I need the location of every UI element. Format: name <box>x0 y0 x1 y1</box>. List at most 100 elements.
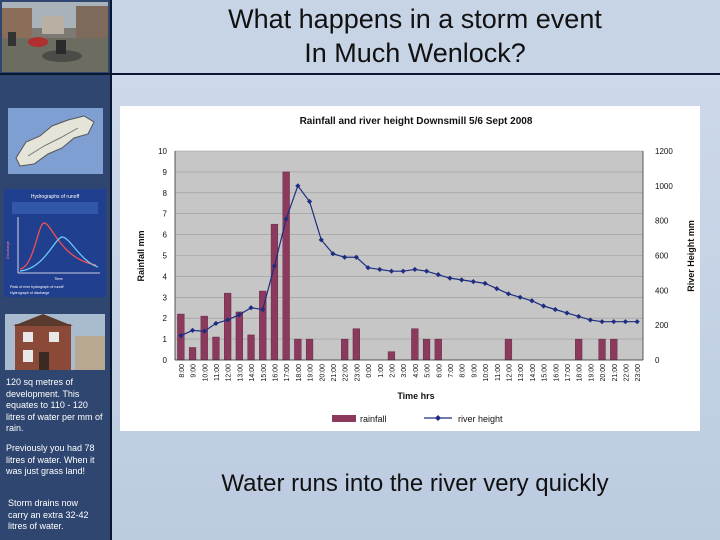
x-tick-label: 23:00 <box>635 364 642 382</box>
y-left-tick-label: 10 <box>158 147 167 156</box>
hydrograph-label-a: Peak of river hydrograph of runoff <box>10 285 63 289</box>
x-tick-label: 9:00 <box>191 364 198 378</box>
chart-card: Rainfall and river height Downsmill 5/6 … <box>120 106 700 431</box>
slide-title: What happens in a storm event In Much We… <box>228 4 602 68</box>
river-height-point <box>459 277 465 283</box>
map-image <box>8 108 103 174</box>
x-tick-label: 9:00 <box>471 364 478 378</box>
x-tick-label: 13:00 <box>518 364 525 382</box>
river-height-point <box>330 251 336 257</box>
vertical-divider <box>110 0 112 540</box>
rainfall-bar <box>224 292 232 361</box>
river-height-point <box>306 198 313 205</box>
rainfall-bar <box>422 338 431 361</box>
x-tick-label: 12:00 <box>506 364 513 382</box>
x-tick-label: 23:00 <box>354 364 361 382</box>
y-left-tick-label: 6 <box>163 231 168 240</box>
rainfall-bar <box>610 338 618 361</box>
river-height-point <box>494 285 500 292</box>
rainfall-bar <box>235 311 243 361</box>
river-height-point <box>248 305 254 311</box>
x-tick-label: 17:00 <box>565 364 572 382</box>
x-tick-label: 10:00 <box>202 364 209 382</box>
river-height-point <box>271 263 278 269</box>
x-tick-label: 4:00 <box>413 364 420 378</box>
river-height-point <box>435 272 441 278</box>
x-tick-label: 12:00 <box>226 364 233 382</box>
legend: rainfall river height <box>332 414 503 424</box>
x-tick-label: 13:00 <box>237 364 244 382</box>
sidebar-text-grassland: Previously you had 78 litres of water. W… <box>6 443 95 476</box>
rainfall-river-chart: Rainfall and river height Downsmill 5/6 … <box>136 116 696 424</box>
river-height-point <box>470 279 476 285</box>
house-photo <box>5 314 105 370</box>
y-axis-right-label: River Height mm <box>686 220 696 292</box>
hydrograph-label-b: Hydrograph of discharge <box>10 291 49 295</box>
x-tick-label: 11:00 <box>214 364 221 381</box>
sidebar-text-development: 120 sq metres of development. This equat… <box>6 377 103 433</box>
rainfall-bar <box>200 315 208 361</box>
river-height-point <box>318 237 324 243</box>
x-tick-label: 2:00 <box>389 364 396 378</box>
river-height-point <box>388 268 395 274</box>
y-left-tick-label: 7 <box>163 210 168 219</box>
x-tick-label: 20:00 <box>600 364 607 382</box>
x-tick-label: 18:00 <box>577 364 584 382</box>
rainfall-bar <box>411 328 419 361</box>
river-height-point <box>599 319 605 325</box>
rainfall-bar <box>575 338 583 361</box>
x-tick-label: 11:00 <box>495 364 502 381</box>
sidebar-text-storm-drains: Storm drains now carry an extra 32-42 li… <box>8 498 89 531</box>
river-height-point <box>529 298 535 304</box>
river-height-line <box>180 184 638 337</box>
x-tick-label: 21:00 <box>612 364 619 382</box>
y-right-tick-label: 1200 <box>655 147 673 156</box>
legend-label-rainfall: rainfall <box>360 414 387 424</box>
river-height-point <box>447 275 453 281</box>
river-height-point <box>260 306 266 313</box>
rainfall-bar <box>270 223 279 361</box>
hydrograph-image: Hydrographs of runoff Discharge Time Pea… <box>4 189 106 297</box>
x-tick-label: 14:00 <box>530 364 537 382</box>
y-left-tick-label: 5 <box>163 252 168 261</box>
x-tick-label: 15:00 <box>261 364 268 382</box>
legend-swatch-rainfall <box>332 415 356 422</box>
y-left-tick-label: 3 <box>163 293 168 302</box>
legend-swatch-river-marker <box>435 415 441 421</box>
x-axis-label: Time hrs <box>397 391 434 401</box>
x-tick-label: 6:00 <box>436 364 443 378</box>
x-tick-label: 16:00 <box>553 364 560 382</box>
river-height-point <box>201 328 207 334</box>
x-tick-label: 3:00 <box>401 364 408 378</box>
river-height-point <box>634 319 640 325</box>
x-tick-label: 1:00 <box>378 364 385 378</box>
river-height-point <box>622 319 629 325</box>
y-left-tick-label: 0 <box>163 356 168 365</box>
hydrograph-axis-left: Discharge <box>5 240 10 259</box>
rainfall-bar <box>247 334 255 361</box>
rainfall-bar <box>352 328 360 361</box>
river-height-point <box>236 312 242 318</box>
river-height-point <box>189 327 196 333</box>
y-right-tick-label: 800 <box>655 217 669 226</box>
y-left-tick-label: 2 <box>163 314 168 323</box>
river-height-point <box>517 294 523 300</box>
x-tick-label: 5:00 <box>425 364 432 378</box>
x-tick-label: 21:00 <box>331 364 338 382</box>
x-tick-label: 15:00 <box>542 364 549 382</box>
x-tick-label: 7:00 <box>448 364 455 378</box>
horizontal-divider <box>0 73 720 75</box>
rainfall-bar <box>387 351 396 361</box>
flood-photo <box>2 2 108 72</box>
y-right-tick-label: 1000 <box>655 182 673 191</box>
river-height-point <box>576 313 582 320</box>
rainfall-bar <box>341 338 349 361</box>
x-tick-label: 17:00 <box>284 364 291 382</box>
x-tick-label: 14:00 <box>249 364 256 382</box>
rainfall-bar <box>188 347 197 361</box>
x-tick-label: 18:00 <box>296 364 303 382</box>
y-axis-left-label: Rainfall mm <box>136 230 146 281</box>
x-tick-label: 22:00 <box>623 364 630 382</box>
rainfall-bar <box>282 171 290 361</box>
chart-title: Rainfall and river height Downsmill 5/6 … <box>300 116 533 127</box>
